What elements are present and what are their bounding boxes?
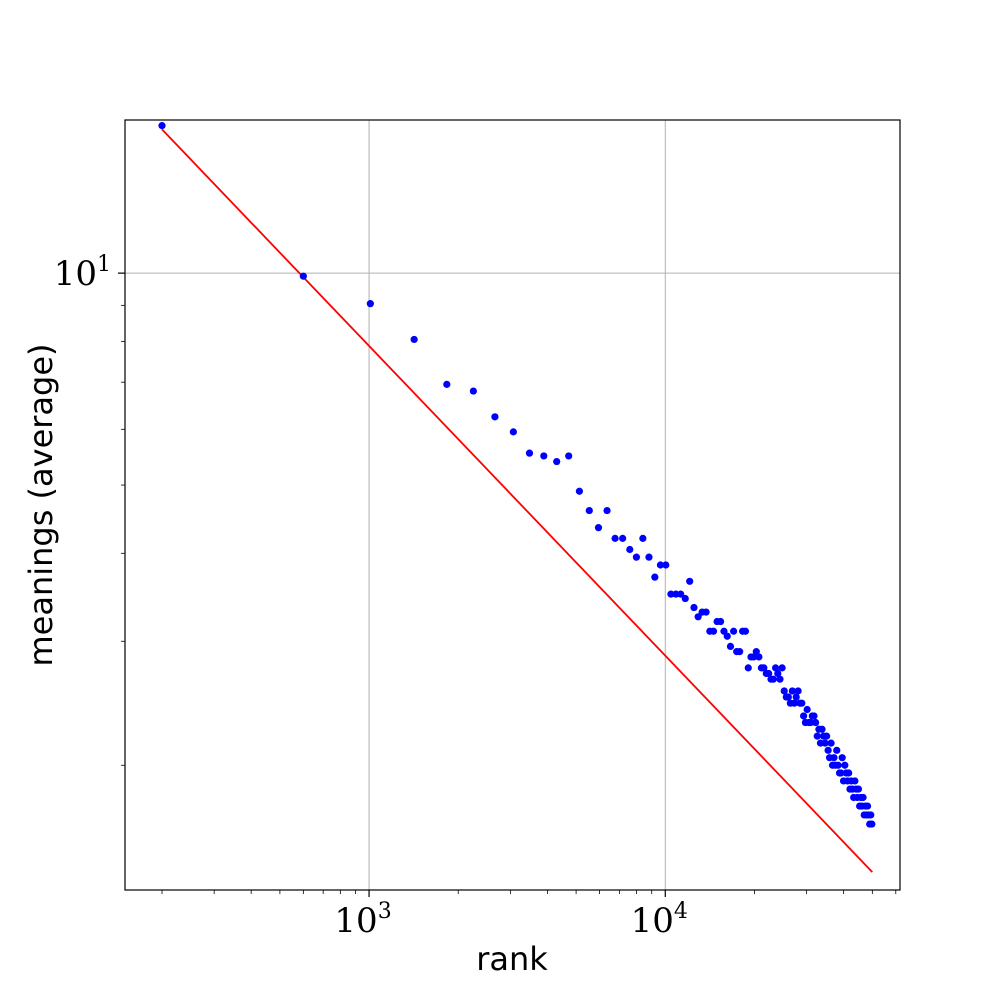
- data-point: [841, 761, 849, 769]
- grid: [125, 120, 900, 890]
- data-point: [859, 793, 867, 802]
- data-point: [723, 632, 731, 640]
- data-point: [834, 761, 842, 769]
- data-point: [803, 705, 811, 714]
- y-axis-label: meanings (average): [22, 343, 60, 666]
- y-tick-label: 101: [54, 252, 111, 294]
- data-point: [741, 627, 750, 635]
- data-point: [776, 675, 784, 683]
- data-point: [774, 669, 782, 678]
- data-point: [868, 820, 876, 828]
- data-point: [827, 739, 835, 747]
- data-point: [736, 648, 744, 656]
- data-point: [824, 746, 832, 754]
- data-point: [709, 627, 718, 635]
- data-point: [632, 553, 641, 561]
- data-point: [838, 754, 846, 762]
- plot-frame: [124, 119, 901, 891]
- data-point: [594, 524, 603, 532]
- data-point: [784, 693, 792, 701]
- data-point: [794, 687, 802, 695]
- data-point: [792, 693, 800, 701]
- data-point: [677, 590, 685, 598]
- data-point: [299, 272, 307, 280]
- data-point: [730, 627, 738, 635]
- data-point: [585, 506, 593, 515]
- data-point: [830, 754, 838, 762]
- data-point: [726, 642, 735, 651]
- data-point: [760, 664, 768, 672]
- data-point: [780, 687, 788, 695]
- data-point: [837, 769, 845, 777]
- data-point: [681, 594, 689, 603]
- data-point: [702, 608, 710, 616]
- data-point: [807, 718, 815, 727]
- x-tick-label: 103: [334, 899, 391, 941]
- x-tick-label: 104: [631, 899, 688, 941]
- data-point: [752, 648, 760, 656]
- data-point: [525, 449, 534, 457]
- data-point: [744, 664, 752, 672]
- data-point: [755, 653, 763, 661]
- data-point: [656, 561, 665, 569]
- data-point: [667, 590, 675, 598]
- data-point: [813, 732, 821, 740]
- data-point: [575, 487, 584, 495]
- data-point: [854, 785, 863, 793]
- data-point: [509, 428, 517, 436]
- data-point: [851, 777, 859, 785]
- data-point: [765, 669, 773, 678]
- data-point: [810, 712, 818, 720]
- data-point: [821, 739, 829, 747]
- fit-line: [161, 128, 873, 873]
- data-point: [540, 452, 548, 460]
- data-point: [750, 653, 758, 661]
- data-point: [812, 718, 820, 727]
- data-point: [690, 603, 698, 612]
- data-point: [366, 300, 374, 308]
- data-point: [158, 122, 166, 130]
- data-point: [778, 664, 786, 672]
- data-point: [818, 725, 826, 733]
- data-point: [863, 802, 872, 810]
- x-axis-label: rank: [476, 940, 548, 978]
- data-point: [788, 687, 796, 695]
- data-point: [823, 732, 831, 740]
- data-point: [603, 506, 611, 515]
- data-point: [611, 534, 619, 542]
- data-point: [626, 545, 634, 554]
- data-point: [686, 577, 694, 585]
- data-point: [553, 457, 561, 466]
- data-points: [158, 122, 876, 828]
- data-point: [790, 699, 798, 707]
- data-point: [491, 413, 499, 421]
- data-point: [694, 613, 702, 621]
- data-point: [800, 712, 808, 720]
- axis-ticks: 103 104 101: [54, 252, 897, 941]
- data-point: [662, 561, 670, 569]
- data-point: [833, 746, 841, 754]
- data-point: [798, 699, 806, 707]
- data-point: [845, 769, 853, 777]
- data-point: [619, 534, 627, 542]
- data-point: [410, 335, 418, 344]
- data-point: [651, 573, 659, 581]
- data-point: [769, 675, 777, 683]
- data-point: [469, 387, 477, 395]
- data-point: [565, 452, 573, 460]
- data-point: [867, 811, 875, 819]
- data-point: [639, 534, 647, 542]
- data-point: [645, 553, 653, 561]
- data-point: [443, 380, 451, 388]
- data-point: [771, 664, 780, 672]
- data-point: [716, 617, 725, 626]
